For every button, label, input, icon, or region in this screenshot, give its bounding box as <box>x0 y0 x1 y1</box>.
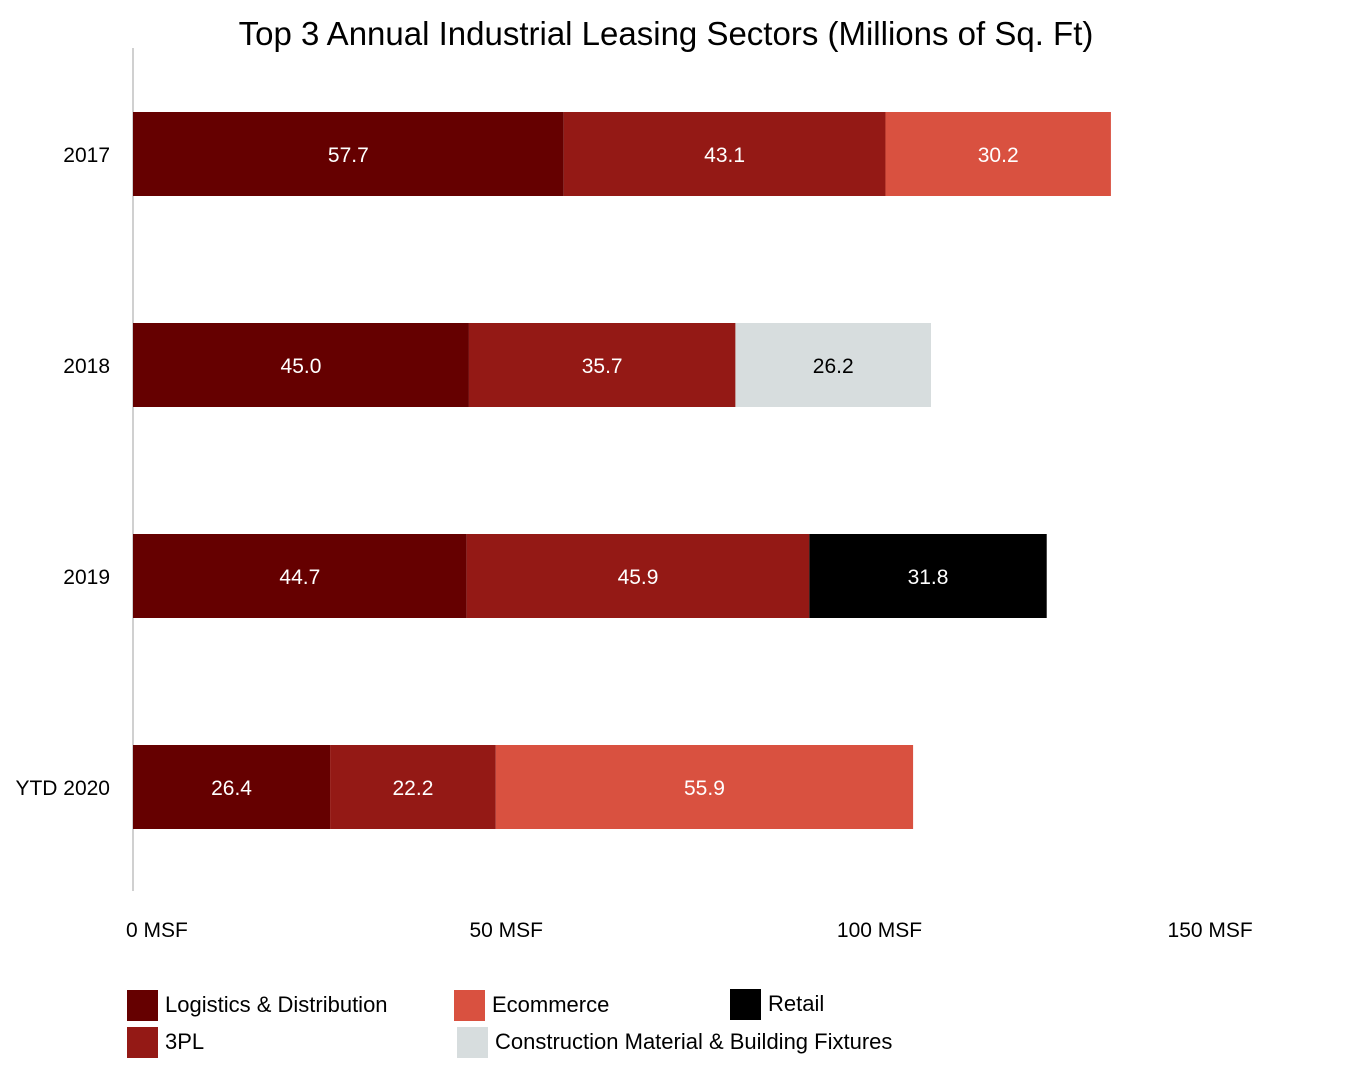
data-label-2017-3pl: 43.1 <box>704 144 745 167</box>
legend-swatch-retail <box>730 989 761 1020</box>
data-label-2019-3pl: 45.9 <box>618 566 659 589</box>
category-label-2018: 2018 <box>63 355 110 378</box>
legend-item-3pl: 3PL <box>127 1027 204 1058</box>
bar-ytd-2020-logistics-distribution <box>133 745 331 829</box>
x-tick-label-0: 0 MSF <box>126 919 188 942</box>
bars-layer: 57.7 43.1 30.2 45.0 35.7 26.2 44.7 45.9 31.8 26.4… <box>133 112 1111 829</box>
legend-label-logistics-distribution: Logistics & Distribution <box>165 992 388 1017</box>
bar-2017-3pl <box>563 112 886 196</box>
bar-2017-ecommerce <box>885 112 1111 196</box>
x-tick-label-150: 150 MSF <box>1168 919 1253 942</box>
data-label-ytd-2020-3pl: 22.2 <box>393 777 434 800</box>
category-label-2017: 2017 <box>63 144 110 167</box>
legend-swatch-logistics-distribution <box>127 990 158 1021</box>
legend-item-construction-material-building-fixtures: Construction Material & Building Fixture… <box>457 1027 892 1058</box>
data-label-2018-construction-material-building-fixtures: 26.2 <box>813 355 854 378</box>
legend-item-logistics-distribution: Logistics & Distribution <box>127 990 388 1021</box>
x-tick-label-100: 100 MSF <box>837 919 922 942</box>
legend-swatch-3pl <box>127 1027 158 1058</box>
data-label-2018-logistics-distribution: 45.0 <box>281 355 322 378</box>
legend-item-ecommerce: Ecommerce <box>454 990 609 1021</box>
data-label-2018-3pl: 35.7 <box>582 355 623 378</box>
chart-title: Top 3 Annual Industrial Leasing Sectors … <box>239 15 1094 52</box>
data-label-2017-logistics-distribution: 57.7 <box>328 144 369 167</box>
data-label-ytd-2020-logistics-distribution: 26.4 <box>211 777 252 800</box>
legend-label-ecommerce: Ecommerce <box>492 992 609 1017</box>
category-label-ytd-2020: YTD 2020 <box>15 777 110 800</box>
bar-2018-logistics-distribution <box>133 323 469 407</box>
data-label-2019-retail: 31.8 <box>908 566 949 589</box>
legend-item-retail: Retail <box>730 989 824 1020</box>
x-axis-tick-labels: 0 MSF 50 MSF 100 MSF 150 MSF <box>126 919 1253 942</box>
legend-swatch-construction-material-building-fixtures <box>457 1027 488 1058</box>
legend: Logistics & Distribution Ecommerce Retail 3… <box>127 989 892 1058</box>
bar-2019-retail <box>809 534 1047 618</box>
bar-2018-3pl <box>468 323 736 407</box>
category-labels: 2017 2018 2019 YTD 2020 <box>15 144 110 800</box>
bar-ytd-2020-ecommerce <box>495 745 914 829</box>
bar-ytd-2020-3pl <box>330 745 496 829</box>
legend-label-retail: Retail <box>768 991 824 1016</box>
legend-swatch-ecommerce <box>454 990 485 1021</box>
data-label-ytd-2020-ecommerce: 55.9 <box>684 777 725 800</box>
data-label-2019-logistics-distribution: 44.7 <box>279 566 320 589</box>
category-label-2019: 2019 <box>63 566 110 589</box>
bar-2019-logistics-distribution <box>133 534 467 618</box>
data-label-2017-ecommerce: 30.2 <box>978 144 1019 167</box>
bar-2017-logistics-distribution <box>133 112 564 196</box>
legend-label-construction-material-building-fixtures: Construction Material & Building Fixture… <box>495 1029 892 1054</box>
legend-label-3pl: 3PL <box>165 1029 204 1054</box>
x-tick-label-50: 50 MSF <box>469 919 543 942</box>
bar-2019-3pl <box>466 534 810 618</box>
bar-2018-construction-material-building-fixtures <box>735 323 932 407</box>
